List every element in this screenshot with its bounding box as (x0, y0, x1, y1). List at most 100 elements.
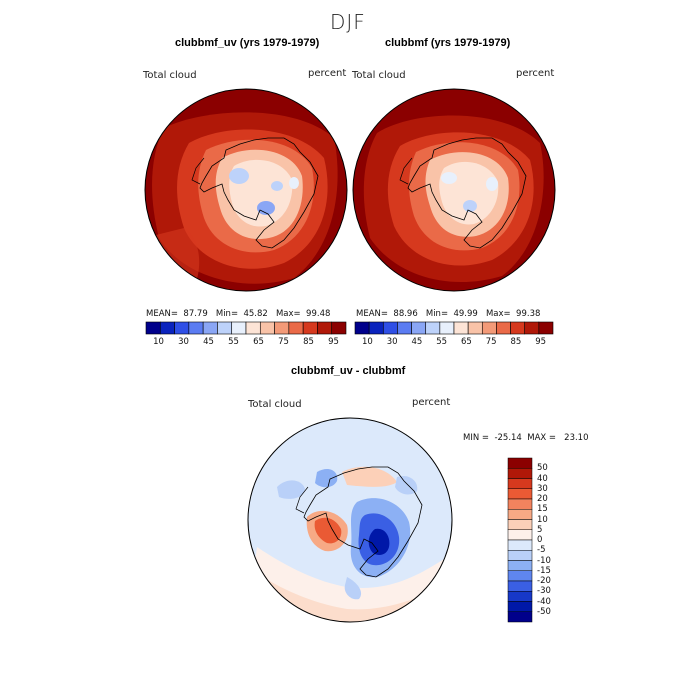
diff-colorbar-tick: 0 (537, 535, 543, 545)
diff-colorbar-tick: 50 (537, 463, 548, 474)
right-colorbar-swatch (397, 321, 412, 335)
left-polar-map (144, 88, 348, 292)
left-colorbar-tick: 30 (178, 337, 189, 347)
diff-colorbar-tick: 10 (537, 514, 548, 525)
diff-colorbar-swatch (507, 529, 533, 541)
right-colorbar-swatch (411, 321, 427, 335)
right-colorbar-tick: 85 (510, 337, 522, 347)
diff-colorbar-swatch (507, 478, 533, 489)
right-colorbar-swatch (382, 321, 398, 335)
diff-min-value: -25.14 (494, 433, 522, 443)
right-min-label: Min= (425, 309, 449, 319)
right-colorbar-tick: 95 (535, 337, 547, 347)
right-colorbar-swatch (524, 321, 540, 335)
right-colorbar-tick: 30 (386, 337, 398, 347)
diff-colorbar-swatch (507, 519, 533, 530)
diff-colorbar-tick: -20 (537, 576, 551, 586)
right-colorbar-tick: 65 (460, 337, 472, 347)
diff-colorbar-tick: -15 (537, 565, 551, 576)
right-colorbar-swatch (481, 321, 497, 335)
diff-field-label: Total cloud (248, 399, 302, 410)
left-colorbar-tick: 10 (153, 337, 164, 347)
left-colorbar-swatch (317, 321, 333, 335)
right-colorbar-swatch (425, 321, 441, 335)
left-stats: MEAN= 87.79 Min= 45.82 Max= 99.48 (146, 309, 330, 319)
left-colorbar-tick: 85 (303, 337, 314, 347)
right-stats: MEAN= 88.96 Min= 49.99 Max= 99.38 (356, 309, 540, 319)
diff-max-label: MAX = (527, 433, 557, 443)
left-panel-title: clubbmf_uv (yrs 1979-1979) (175, 37, 320, 49)
right-max-value: 99.38 (516, 309, 541, 319)
diff-colorbar-tick: -50 (537, 606, 551, 617)
right-max-label: Max= (485, 309, 511, 319)
diff-stats: MIN = -25.14 MAX = 23.10 (463, 433, 589, 443)
diff-colorbar-ticks: 50 40 30 20 15 10 5 0 -5 -10 -15 -20 -30 -40 -50 (537, 458, 577, 622)
diff-colorbar-swatch (507, 539, 533, 551)
left-colorbar-tick: 75 (278, 337, 289, 347)
right-units-label: percent (516, 68, 555, 79)
left-colorbar-tick: 95 (328, 337, 339, 347)
right-colorbar-swatch (354, 321, 370, 335)
left-colorbar-swatch (259, 321, 275, 335)
right-mean-label: MEAN= (356, 309, 388, 319)
diff-colorbar-swatch (507, 457, 533, 469)
right-min-value: 49.99 (453, 309, 478, 319)
right-colorbar-swatch (538, 321, 554, 335)
right-colorbar-swatch (467, 321, 483, 335)
diff-colorbar-tick: -5 (537, 545, 546, 556)
diff-colorbar-swatch (507, 498, 533, 510)
diff-polar-map (247, 417, 453, 623)
right-colorbar (354, 321, 554, 335)
left-colorbar-tick: 65 (253, 337, 264, 347)
diff-colorbar-tick: 30 (537, 483, 548, 494)
diff-colorbar-swatch (507, 488, 533, 500)
right-mean-value: 88.96 (393, 309, 418, 319)
diff-colorbar-swatch (507, 570, 533, 582)
left-colorbar (145, 321, 347, 335)
diff-min-label: MIN = (463, 433, 490, 443)
left-colorbar-swatch (274, 321, 290, 335)
diff-colorbar-tick: 15 (537, 504, 548, 515)
left-colorbar-swatch (188, 321, 204, 335)
right-colorbar-swatch (439, 321, 455, 335)
left-colorbar-swatch (174, 321, 190, 335)
diff-colorbar-swatch (507, 601, 533, 612)
diff-colorbar-tick: -30 (537, 586, 551, 597)
left-min-label: Min= (215, 309, 239, 319)
left-colorbar-swatch (145, 321, 161, 335)
diff-colorbar-swatch (507, 560, 533, 571)
diff-colorbar-swatch (507, 591, 533, 602)
right-colorbar-swatch (368, 321, 384, 335)
left-colorbar-tick: 55 (228, 337, 239, 347)
diff-colorbar (507, 457, 533, 623)
diff-colorbar-swatch (507, 611, 533, 623)
left-min-value: 45.82 (243, 309, 268, 319)
right-colorbar-tick: 55 (436, 337, 448, 347)
left-mean-value: 87.79 (183, 309, 208, 319)
left-colorbar-swatch (202, 321, 218, 335)
right-colorbar-tick: 75 (485, 337, 497, 347)
left-field-label: Total cloud (143, 70, 197, 81)
season-title: DJF (330, 10, 366, 34)
right-colorbar-tick: 45 (411, 337, 423, 347)
left-units-label: percent (308, 68, 347, 79)
diff-colorbar-tick: 5 (537, 524, 543, 535)
diff-colorbar-swatch (507, 468, 533, 479)
right-polar-map (352, 88, 556, 292)
diff-colorbar-tick: -40 (537, 596, 551, 607)
diff-panel-title: clubbmf_uv - clubbmf (291, 365, 406, 377)
left-colorbar-ticks: 10 30 45 55 65 75 85 95 (146, 337, 346, 349)
left-mean-label: MEAN= (146, 309, 178, 319)
diff-colorbar-tick: 20 (537, 494, 548, 504)
left-colorbar-tick: 45 (203, 337, 214, 347)
diff-colorbar-swatch (507, 580, 533, 592)
diff-colorbar-swatch (507, 509, 533, 520)
left-colorbar-swatch (245, 321, 261, 335)
right-panel-title: clubbmf (yrs 1979-1979) (385, 37, 511, 49)
diff-colorbar-swatch (507, 550, 533, 561)
left-colorbar-swatch (302, 321, 318, 335)
diff-colorbar-tick: 40 (537, 473, 548, 484)
left-colorbar-swatch (331, 321, 347, 335)
diff-units-label: percent (412, 397, 451, 408)
right-field-label: Total cloud (352, 70, 406, 81)
